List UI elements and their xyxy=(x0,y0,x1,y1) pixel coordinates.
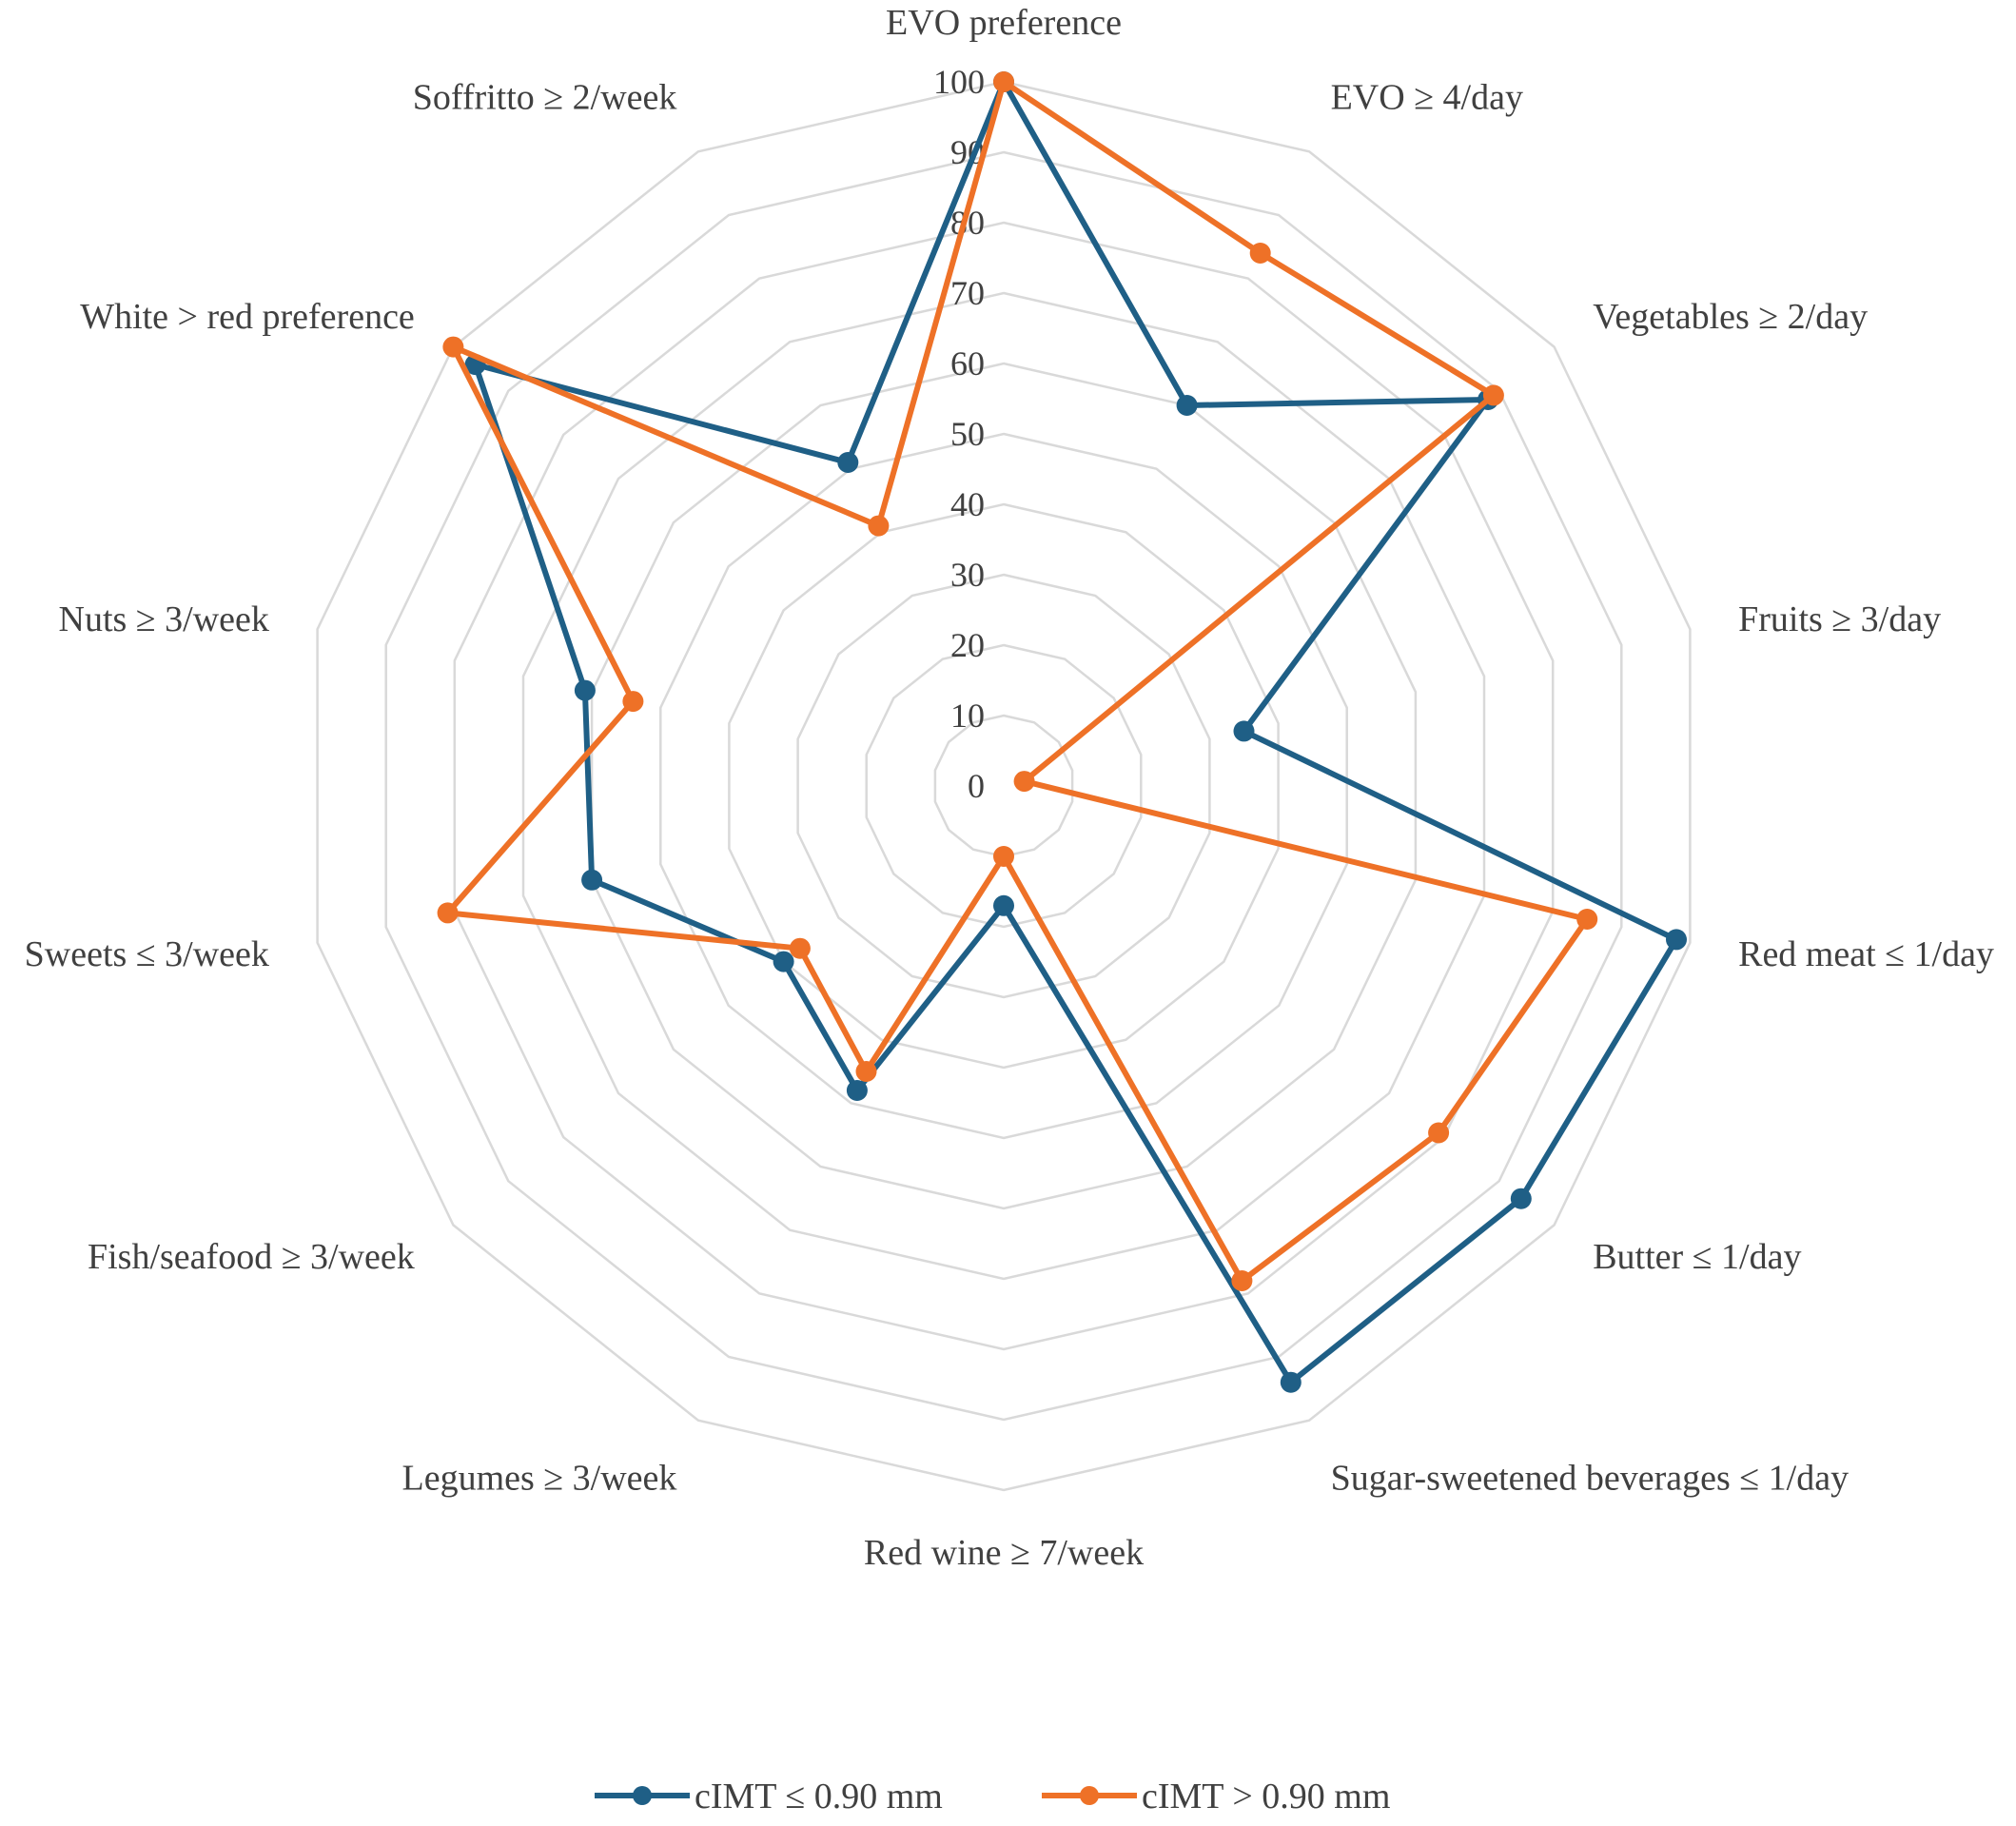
legend-marker-series-1 xyxy=(633,1786,652,1805)
category-label-legumes-3-week: Legumes ≥ 3/week xyxy=(402,1459,677,1499)
data-point-series-2-fruits-3-day[interactable] xyxy=(1013,771,1035,793)
tick-label-10: 10 xyxy=(950,697,985,735)
category-label-red-meat-1-day: Red meat ≤ 1/day xyxy=(1738,934,1994,974)
tick-label-40: 40 xyxy=(950,485,985,523)
grid-ring-60 xyxy=(590,362,1418,1210)
category-label-vegetables-2-day: Vegetables ≥ 2/day xyxy=(1593,297,1868,337)
data-point-series-1-nuts-3-week[interactable] xyxy=(574,679,596,701)
data-point-series-1-red-meat-1-day[interactable] xyxy=(1666,929,1687,951)
data-point-series-2-evo-4-day[interactable] xyxy=(1249,243,1271,264)
grid-ring-90 xyxy=(384,150,1623,1422)
data-point-series-2-sugar-sweetened-beverages-1-day[interactable] xyxy=(1231,1270,1253,1291)
data-point-series-2-sweets-3-week[interactable] xyxy=(437,902,459,924)
data-point-series-2-legumes-3-week[interactable] xyxy=(855,1061,877,1082)
legend-label-series-2: cIMT > 0.90 mm xyxy=(1142,1777,1390,1816)
data-point-series-1-fish-seafood-3-week[interactable] xyxy=(773,951,794,972)
legend: cIMT ≤ 0.90 mm cIMT > 0.90 mm xyxy=(595,1777,1390,1816)
data-point-series-1-sweets-3-week[interactable] xyxy=(581,869,603,891)
category-label-nuts-3-week: Nuts ≥ 3/week xyxy=(59,599,269,639)
data-point-series-1-fruits-3-day[interactable] xyxy=(1233,720,1255,742)
category-label-sugar-sweetened-beverages-1-day: Sugar-sweetened beverages ≤ 1/day xyxy=(1331,1459,1850,1499)
data-series xyxy=(437,71,1687,1393)
data-point-series-2-nuts-3-week[interactable] xyxy=(622,691,644,713)
data-point-series-1-butter-1-day[interactable] xyxy=(1510,1188,1532,1209)
legend-item-series-2[interactable]: cIMT > 0.90 mm xyxy=(1042,1777,1390,1816)
data-point-series-2-white-red-preference[interactable] xyxy=(442,336,464,358)
grid-ring-50 xyxy=(659,432,1348,1140)
legend-item-series-1[interactable]: cIMT ≤ 0.90 mm xyxy=(595,1777,943,1816)
category-label-sweets-3-week: Sweets ≤ 3/week xyxy=(25,934,269,974)
category-label-evo-4-day: EVO ≥ 4/day xyxy=(1331,77,1523,117)
category-label-fruits-3-day: Fruits ≥ 3/day xyxy=(1738,599,1941,639)
data-point-series-2-soffritto-2-week[interactable] xyxy=(868,515,890,537)
data-point-series-2-red-wine-7-week[interactable] xyxy=(993,846,1014,867)
legend-label-series-1: cIMT ≤ 0.90 mm xyxy=(695,1777,943,1816)
category-label-red-wine-7-week: Red wine ≥ 7/week xyxy=(864,1533,1144,1573)
data-point-series-1-evo-4-day[interactable] xyxy=(1176,395,1198,416)
grid-ring-100 xyxy=(316,80,1692,1492)
category-labels: EVO preference EVO ≥ 4/day Vegetables ≥ 2/… xyxy=(25,3,1994,1573)
series-2 xyxy=(437,71,1598,1291)
tick-label-50: 50 xyxy=(950,415,985,453)
series-line-2 xyxy=(444,79,1591,1284)
tick-label-70: 70 xyxy=(950,274,985,312)
data-point-series-2-butter-1-day[interactable] xyxy=(1428,1122,1450,1144)
data-point-series-2-fish-seafood-3-week[interactable] xyxy=(789,937,811,959)
category-label-butter-1-day: Butter ≤ 1/day xyxy=(1593,1237,1801,1277)
data-point-series-1-red-wine-7-week[interactable] xyxy=(993,894,1014,916)
legend-marker-series-2 xyxy=(1080,1786,1099,1805)
series-1 xyxy=(464,71,1687,1393)
category-label-white-red-preference: White > red preference xyxy=(80,297,415,337)
tick-label-100: 100 xyxy=(933,63,985,101)
category-label-fish-seafood-3-week: Fish/seafood ≥ 3/week xyxy=(88,1237,415,1277)
data-point-series-1-legumes-3-week[interactable] xyxy=(846,1080,868,1101)
category-label-soffritto-2-week: Soffritto ≥ 2/week xyxy=(413,77,677,117)
tick-label-60: 60 xyxy=(950,344,985,383)
grid-ring-40 xyxy=(728,502,1280,1070)
data-point-series-1-soffritto-2-week[interactable] xyxy=(837,452,859,473)
category-label-evo-preference: EVO preference xyxy=(886,3,1122,43)
data-point-series-2-vegetables-2-day[interactable] xyxy=(1482,384,1504,406)
data-point-series-2-red-meat-1-day[interactable] xyxy=(1576,909,1598,930)
grid-ring-70 xyxy=(521,291,1486,1281)
data-point-series-1-sugar-sweetened-beverages-1-day[interactable] xyxy=(1280,1371,1302,1393)
tick-label-30: 30 xyxy=(950,556,985,594)
tick-label-20: 20 xyxy=(950,626,985,664)
series-line-1 xyxy=(472,79,1679,1385)
data-point-series-2-evo-preference[interactable] xyxy=(993,71,1014,92)
grid-ring-30 xyxy=(796,573,1211,999)
grid-ring-20 xyxy=(865,643,1143,929)
radar-grid xyxy=(316,80,1692,1492)
tick-label-0: 0 xyxy=(968,767,985,805)
grid-ring-80 xyxy=(453,221,1555,1351)
